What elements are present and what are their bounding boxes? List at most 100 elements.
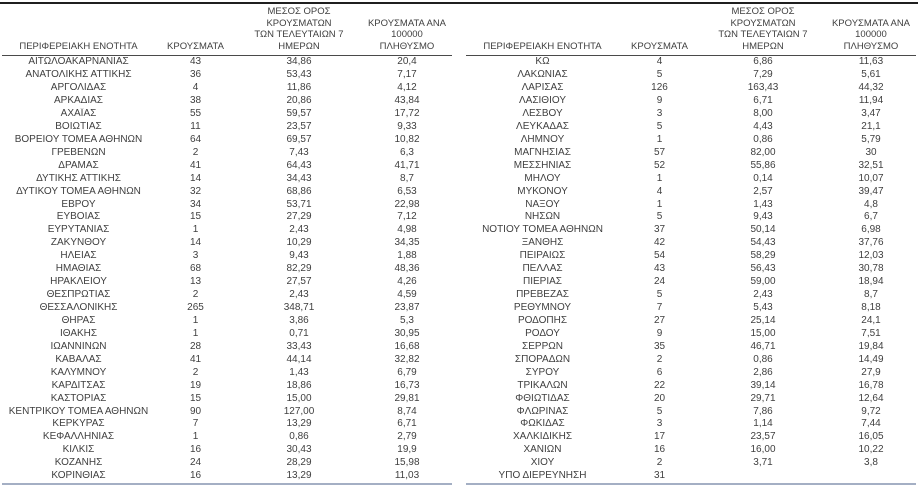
column-header-avg7: ΜΕΣΟΣ ΟΡΟΣ ΚΡΟΥΣΜΑΤΩΝ ΤΩΝ ΤΕΛΕΥΤΑΙΩΝ 7 Η… bbox=[700, 4, 826, 56]
avg7-cell: 15,00 bbox=[286, 392, 312, 404]
cases-cell: 9 bbox=[656, 95, 663, 107]
per100k-cell: 48,36 bbox=[394, 263, 420, 275]
per100k-cell: 4,12 bbox=[397, 82, 417, 94]
cases-cell: 7 bbox=[192, 418, 199, 430]
per100k-cell: 4,8 bbox=[864, 198, 878, 210]
region-cell: ΧΙΟΥ bbox=[530, 457, 555, 469]
table-row: ΠΡΕΒΕΖΑΣ 5 2,43 8,7 bbox=[466, 289, 916, 302]
table-row: ΦΩΚΙΔΑΣ 3 1,14 7,44 bbox=[466, 418, 916, 431]
table-row: ΗΛΕΙΑΣ 3 9,43 1,88 bbox=[2, 250, 452, 263]
tables-container: ΠΕΡΙΦΕΡΕΙΑΚΗ ΕΝΟΤΗΤΑ ΚΡΟΥΣΜΑΤΑ ΜΕΣΟΣ ΟΡΟ… bbox=[2, 4, 916, 485]
region-cell: ΘΗΡΑΣ bbox=[61, 314, 96, 326]
cases-cell: 6 bbox=[656, 366, 663, 378]
region-cell: ΥΠΟ ΔΙΕΡΕΥΝΗΣΗ bbox=[498, 470, 587, 482]
table-row: ΒΟΙΩΤΙΑΣ 11 23,57 9,33 bbox=[2, 121, 452, 134]
table-row: ΖΑΚΥΝΘΟΥ 14 10,29 34,35 bbox=[2, 237, 452, 250]
table-row: ΘΕΣΣΑΛΟΝΙΚΗΣ 265 348,71 23,87 bbox=[2, 302, 452, 315]
table-row: ΛΑΣΙΘΙΟΥ 9 6,71 11,94 bbox=[466, 95, 916, 108]
cases-table-left: ΠΕΡΙΦΕΡΕΙΑΚΗ ΕΝΟΤΗΤΑ ΚΡΟΥΣΜΑΤΑ ΜΕΣΟΣ ΟΡΟ… bbox=[2, 4, 452, 485]
avg7-cell: 34,43 bbox=[286, 172, 312, 184]
cases-cell: 57 bbox=[653, 146, 666, 158]
table-row: ΥΠΟ ΔΙΕΡΕΥΝΗΣΗ 31 bbox=[466, 470, 916, 484]
avg7-cell: 9,43 bbox=[289, 250, 309, 262]
per100k-cell: 17,72 bbox=[394, 107, 420, 119]
region-cell: ΣΠΟΡΑΔΩΝ bbox=[514, 353, 571, 365]
cases-cell: 16 bbox=[189, 470, 202, 482]
avg7-cell: 9,43 bbox=[753, 211, 773, 223]
avg7-cell: 10,29 bbox=[286, 237, 312, 249]
avg7-cell: 54,43 bbox=[750, 237, 776, 249]
cases-cell: 68 bbox=[189, 263, 202, 275]
region-cell: ΔΡΑΜΑΣ bbox=[58, 159, 99, 171]
region-cell: ΗΛΕΙΑΣ bbox=[60, 250, 97, 262]
cases-cell: 9 bbox=[656, 327, 663, 339]
cases-cell: 3 bbox=[656, 418, 663, 430]
table-row: ΚΑΛΥΜΝΟΥ 2 1,43 6,79 bbox=[2, 367, 452, 380]
table-row: ΚΕΦΑΛΛΗΝΙΑΣ 1 0,86 2,79 bbox=[2, 431, 452, 444]
per100k-cell: 30,78 bbox=[858, 263, 884, 275]
cases-cell: 14 bbox=[189, 172, 202, 184]
per100k-cell: 7,44 bbox=[861, 418, 881, 430]
cases-cell: 16 bbox=[653, 444, 666, 456]
cases-cell: 54 bbox=[653, 250, 666, 262]
cases-cell: 31 bbox=[653, 470, 666, 482]
region-cell: ΑΝΑΤΟΛΙΚΗΣ ΑΤΤΙΚΗΣ bbox=[25, 69, 132, 81]
per100k-cell: 37,76 bbox=[858, 237, 884, 249]
cases-cell: 5 bbox=[656, 405, 663, 417]
avg7-cell: 3,86 bbox=[289, 314, 309, 326]
per100k-cell: 19,9 bbox=[397, 444, 417, 456]
table-row: ΙΘΑΚΗΣ 1 0,71 30,95 bbox=[2, 328, 452, 341]
region-cell: ΜΥΚΟΝΟΥ bbox=[517, 185, 568, 197]
table-row: ΙΩΑΝΝΙΝΩΝ 28 33,43 16,68 bbox=[2, 341, 452, 354]
table-row: ΕΒΡΟΥ 34 53,71 22,98 bbox=[2, 198, 452, 211]
table-row: ΚΕΝΤΡΙΚΟΥ ΤΟΜΕΑ ΑΘΗΝΩΝ 90 127,00 8,74 bbox=[2, 405, 452, 418]
cases-cell: 126 bbox=[651, 82, 668, 94]
cases-cell: 15 bbox=[189, 392, 202, 404]
per100k-cell: 39,47 bbox=[858, 185, 884, 197]
cases-cell: 43 bbox=[189, 56, 202, 68]
region-cell: ΚΑΣΤΟΡΙΑΣ bbox=[50, 392, 107, 404]
per100k-cell: 11,63 bbox=[858, 56, 884, 68]
cases-table-right: ΠΕΡΙΦΕΡΕΙΑΚΗ ΕΝΟΤΗΤΑ ΚΡΟΥΣΜΑΤΑ ΜΕΣΟΣ ΟΡΟ… bbox=[466, 4, 916, 485]
avg7-cell: 20,86 bbox=[286, 95, 312, 107]
region-cell: ΘΕΣΠΡΩΤΙΑΣ bbox=[46, 289, 111, 301]
table-row: ΝΑΞΟΥ 1 1,43 4,8 bbox=[466, 198, 916, 211]
cases-cell: 64 bbox=[189, 133, 202, 145]
cases-cell: 1 bbox=[192, 314, 199, 326]
avg7-cell: 6,71 bbox=[753, 95, 773, 107]
region-cell: ΧΑΝΙΩΝ bbox=[523, 444, 562, 456]
header-row: ΠΕΡΙΦΕΡΕΙΑΚΗ ΕΝΟΤΗΤΑ ΚΡΟΥΣΜΑΤΑ ΜΕΣΟΣ ΟΡΟ… bbox=[2, 4, 452, 56]
cases-cell: 16 bbox=[189, 444, 202, 456]
table-row: ΗΜΑΘΙΑΣ 68 82,29 48,36 bbox=[2, 263, 452, 276]
avg7-cell: 2,57 bbox=[753, 185, 773, 197]
table-row: ΑΙΤΩΛΟΑΚΑΡΝΑΝΙΑΣ 43 34,86 20,4 bbox=[2, 56, 452, 69]
table-row: ΝΟΤΙΟΥ ΤΟΜΕΑ ΑΘΗΝΩΝ 37 50,14 6,98 bbox=[466, 224, 916, 237]
per100k-cell: 6,53 bbox=[397, 185, 417, 197]
region-cell: ΚΩ bbox=[535, 56, 550, 68]
region-cell: ΚΟΡΙΝΘΙΑΣ bbox=[51, 470, 106, 482]
cases-cell: 24 bbox=[189, 457, 202, 469]
table-row: ΗΡΑΚΛΕΙΟΥ 13 27,57 4,26 bbox=[2, 276, 452, 289]
region-cell: ΦΩΚΙΔΑΣ bbox=[520, 418, 565, 430]
cases-cell: 1 bbox=[192, 224, 199, 236]
cases-cell: 7 bbox=[656, 302, 663, 314]
cases-cell: 17 bbox=[653, 431, 666, 443]
per100k-cell: 10,07 bbox=[858, 172, 884, 184]
region-cell: ΚΟΖΑΝΗΣ bbox=[54, 457, 103, 469]
cases-cell: 11 bbox=[190, 120, 201, 132]
avg7-cell: 27,57 bbox=[286, 276, 312, 288]
table-row: ΣΥΡΟΥ 6 2,86 27,9 bbox=[466, 367, 916, 380]
per100k-cell: 7,17 bbox=[397, 69, 417, 81]
table-row: ΚΕΡΚΥΡΑΣ 7 13,29 6,71 bbox=[2, 418, 452, 431]
table-row: ΞΑΝΘΗΣ 42 54,43 37,76 bbox=[466, 237, 916, 250]
region-cell: ΓΡΕΒΕΝΩΝ bbox=[51, 146, 106, 158]
avg7-cell: 1,14 bbox=[753, 418, 773, 430]
avg7-cell: 7,29 bbox=[753, 69, 773, 81]
avg7-cell: 50,14 bbox=[750, 224, 776, 236]
table-row: ΑΧΑΪΑΣ 55 59,57 17,72 bbox=[2, 108, 452, 121]
table-row: ΚΑΣΤΟΡΙΑΣ 15 15,00 29,81 bbox=[2, 392, 452, 405]
region-cell: ΦΘΙΩΤΙΔΑΣ bbox=[515, 392, 570, 404]
per100k-cell: 5,3 bbox=[400, 314, 414, 326]
per100k-cell: 16,68 bbox=[394, 340, 420, 352]
per100k-cell: 3,47 bbox=[861, 107, 881, 119]
